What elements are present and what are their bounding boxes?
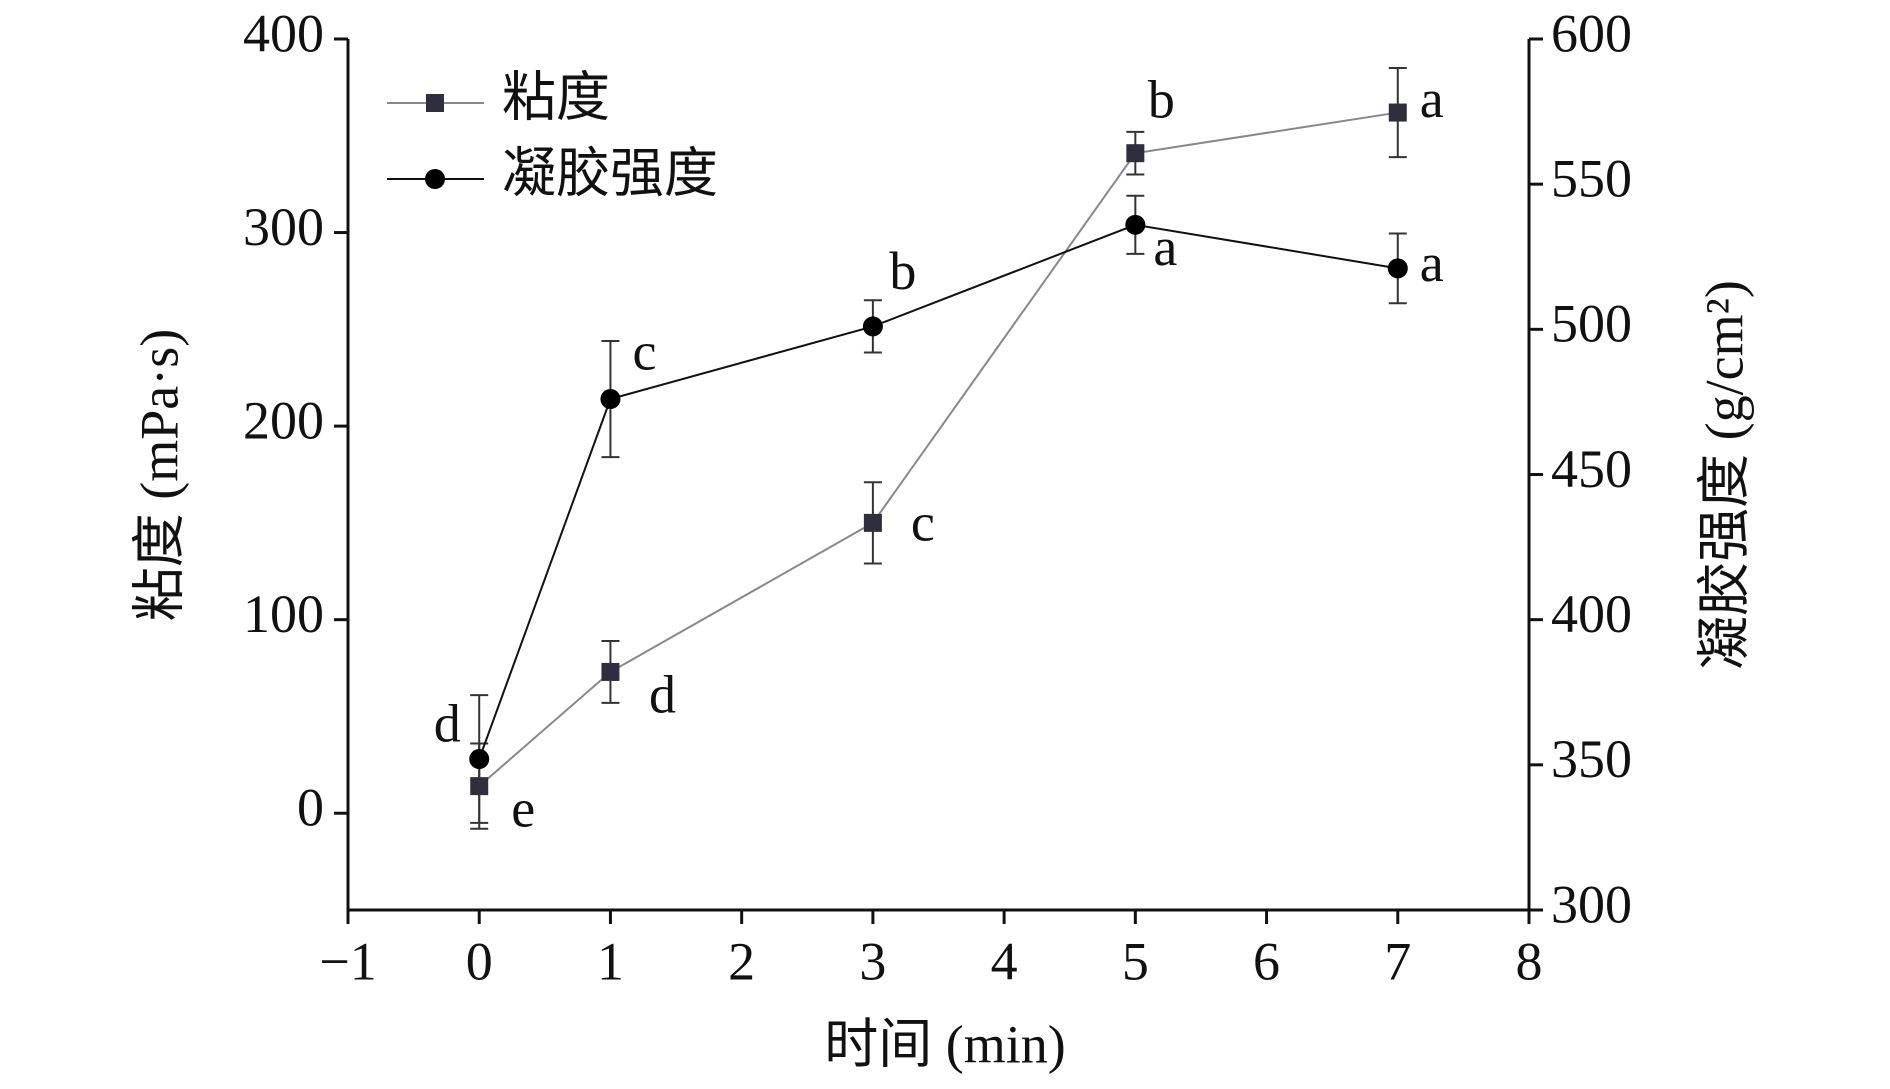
x-tick-label: 3 (859, 931, 886, 991)
significance-letter: e (511, 779, 535, 839)
marker (1125, 214, 1146, 235)
significance-letter: d (649, 664, 676, 724)
legend-marker (426, 94, 444, 112)
y-tick-label: 400 (243, 3, 324, 63)
legend-label: 粘度 (502, 67, 610, 127)
x-tick-label: 2 (728, 931, 755, 991)
marker (1126, 144, 1145, 163)
significance-letter: a (1420, 69, 1444, 129)
x-tick-label: 8 (1516, 931, 1543, 991)
significance-letter: c (911, 492, 935, 552)
y-tick-label: 200 (243, 391, 324, 451)
marker (863, 513, 882, 532)
y2-tick-label: 450 (1551, 439, 1632, 499)
y-tick-label: 300 (243, 197, 324, 257)
y2-tick-label: 300 (1551, 874, 1632, 934)
y2-tick-label: 350 (1551, 729, 1632, 789)
significance-letter: a (1153, 217, 1177, 277)
x-tick-label: −1 (319, 931, 376, 991)
x-tick-label: 1 (597, 931, 624, 991)
y-axis-label: 粘度 (mPa·s) (129, 329, 189, 621)
x-tick-label: 5 (1122, 931, 1149, 991)
y2-tick-label: 400 (1551, 584, 1632, 644)
series-line (478, 111, 1398, 787)
significance-letter: a (1420, 233, 1444, 293)
y2-tick-label: 550 (1551, 149, 1632, 209)
y-tick-label: 100 (243, 584, 324, 644)
marker (469, 749, 490, 770)
x-tick-label: 4 (991, 931, 1018, 991)
y2-tick-label: 500 (1551, 294, 1632, 354)
y2-axis-label: 凝胶强度 (g/cm²) (1694, 280, 1754, 670)
x-tick-label: 6 (1253, 931, 1280, 991)
x-tick-label: 0 (466, 931, 493, 991)
x-axis-label: 时间 (min) (824, 1014, 1065, 1074)
significance-letter: c (632, 321, 656, 381)
significance-letter: d (434, 693, 461, 753)
significance-letter: b (1148, 70, 1175, 130)
y2-tick-label: 600 (1551, 3, 1632, 63)
marker (1387, 258, 1408, 279)
y-tick-label: 0 (297, 778, 324, 838)
marker (600, 389, 621, 410)
x-tick-label: 7 (1384, 931, 1411, 991)
marker (862, 316, 883, 337)
legend-marker (425, 169, 445, 189)
legend-label: 凝胶强度 (502, 143, 718, 203)
significance-letter: b (889, 241, 916, 301)
marker (1388, 103, 1407, 122)
marker (601, 662, 620, 681)
